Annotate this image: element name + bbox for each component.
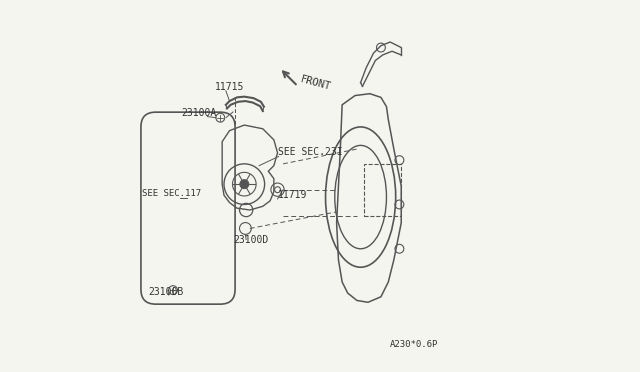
Text: 11719: 11719: [278, 190, 307, 200]
Text: 11715: 11715: [215, 82, 244, 92]
Text: A230*0.6P: A230*0.6P: [390, 340, 438, 349]
Text: SEE SEC.23I: SEE SEC.23I: [278, 147, 342, 157]
Text: 23100B: 23100B: [148, 287, 184, 297]
Text: 23100A: 23100A: [182, 108, 217, 118]
Text: FRONT: FRONT: [300, 74, 332, 92]
Text: 23100D: 23100D: [233, 235, 269, 245]
Bar: [364, 164, 401, 215]
Text: SEE SEC.117: SEE SEC.117: [142, 189, 201, 198]
Circle shape: [240, 180, 249, 189]
